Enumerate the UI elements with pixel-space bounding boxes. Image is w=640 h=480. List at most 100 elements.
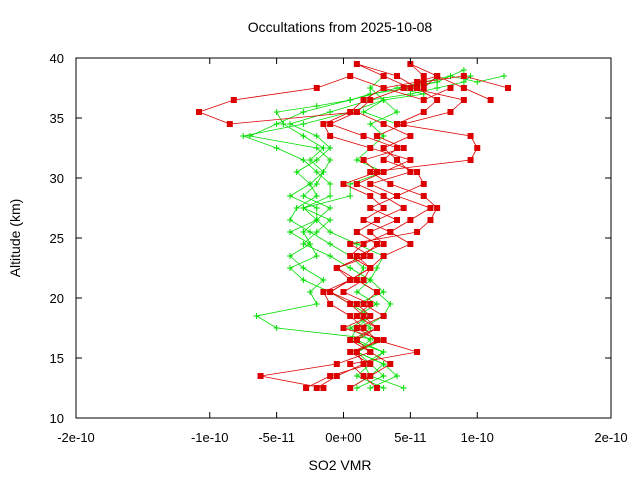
data-point	[380, 205, 387, 211]
data-point	[447, 109, 454, 115]
data-point	[320, 277, 327, 283]
data-point	[400, 85, 407, 91]
series-layer	[196, 61, 512, 391]
data-point	[307, 229, 314, 235]
data-point	[367, 265, 374, 271]
data-point	[353, 61, 360, 67]
data-point	[333, 373, 340, 379]
data-point	[420, 109, 427, 115]
data-point	[353, 181, 360, 187]
data-point	[307, 181, 314, 187]
series-line	[335, 63, 478, 389]
data-point	[327, 373, 334, 379]
data-point	[303, 385, 310, 391]
data-point	[407, 157, 414, 163]
data-point	[287, 193, 293, 199]
data-point	[327, 157, 334, 163]
data-point	[400, 205, 407, 211]
data-point	[327, 289, 334, 295]
data-point	[367, 121, 374, 127]
data-point	[387, 181, 394, 187]
data-point	[327, 133, 334, 139]
data-point	[407, 241, 414, 247]
series-1	[196, 61, 512, 391]
data-point	[327, 301, 334, 307]
data-point	[300, 133, 307, 139]
data-point	[333, 361, 340, 367]
data-point	[313, 385, 320, 391]
data-point	[360, 277, 367, 283]
x-tick-label: 2e-10	[594, 430, 627, 445]
data-point	[394, 145, 400, 151]
data-point	[367, 361, 374, 367]
data-point	[353, 301, 360, 307]
data-point	[373, 301, 380, 307]
data-point	[327, 217, 334, 223]
data-point	[307, 241, 314, 247]
data-point	[360, 253, 367, 259]
data-point	[300, 277, 307, 283]
data-point	[353, 325, 360, 331]
data-point	[467, 157, 474, 163]
data-point	[394, 73, 400, 79]
data-point	[313, 193, 320, 199]
data-point	[367, 85, 374, 91]
data-point	[394, 157, 400, 163]
data-point	[353, 277, 360, 283]
data-point	[380, 121, 387, 127]
data-point	[373, 385, 380, 391]
data-point	[367, 301, 374, 307]
data-point	[367, 205, 374, 211]
data-point	[300, 241, 307, 247]
data-point	[273, 109, 280, 115]
data-point	[327, 241, 334, 247]
data-point	[367, 253, 374, 259]
data-point	[467, 133, 474, 139]
data-point	[273, 325, 280, 331]
data-point	[460, 85, 467, 91]
data-point	[380, 385, 387, 391]
data-point	[474, 145, 481, 151]
data-point	[387, 301, 394, 307]
data-point	[367, 277, 374, 283]
data-point	[313, 145, 320, 151]
data-point	[460, 97, 467, 103]
data-point	[340, 325, 347, 331]
data-point	[353, 289, 360, 295]
data-point	[380, 193, 387, 199]
data-point	[434, 85, 441, 91]
x-axis-label: SO2 VMR	[308, 457, 371, 473]
data-point	[360, 313, 367, 319]
data-point	[347, 265, 354, 271]
data-point	[373, 217, 380, 223]
data-point	[460, 67, 467, 73]
data-point	[380, 289, 387, 295]
data-point	[347, 73, 354, 79]
data-point	[320, 385, 327, 391]
data-point	[320, 169, 327, 175]
data-point	[300, 265, 307, 271]
x-tick-label: 5e-11	[394, 430, 426, 445]
data-point	[373, 133, 380, 139]
data-point	[353, 157, 360, 163]
data-point	[394, 217, 400, 223]
data-point	[380, 157, 387, 163]
data-point	[414, 349, 421, 355]
data-point	[273, 121, 280, 127]
data-point	[257, 373, 264, 379]
data-point	[407, 85, 414, 91]
data-point	[360, 325, 367, 331]
data-point	[414, 169, 421, 175]
data-point	[347, 361, 354, 367]
data-point	[380, 73, 387, 79]
data-point	[380, 361, 387, 367]
data-point	[313, 217, 320, 223]
y-tick-label: 10	[50, 411, 64, 426]
data-point	[400, 385, 407, 391]
data-point	[380, 373, 387, 379]
data-point	[367, 97, 374, 103]
data-point	[226, 121, 233, 127]
data-point	[360, 373, 367, 379]
data-point	[367, 385, 374, 391]
